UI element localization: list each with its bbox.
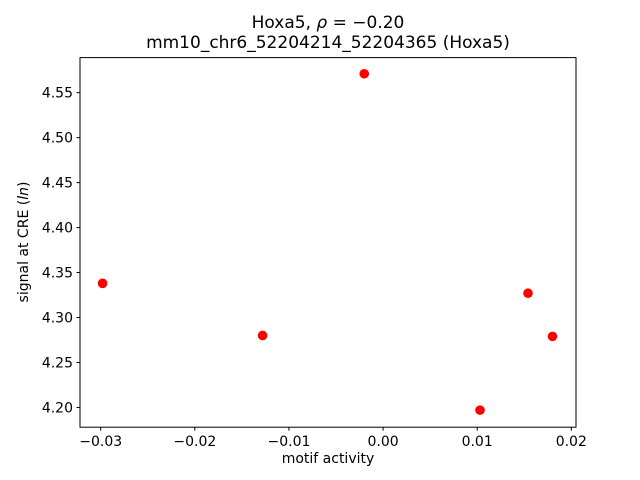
title-gene-prefix: Hoxa5, xyxy=(251,13,317,33)
data-point xyxy=(97,278,108,289)
data-point xyxy=(257,330,268,341)
x-tick-label: 0.02 xyxy=(556,434,587,450)
plot-frame xyxy=(79,57,577,428)
y-tick-label: 4.55 xyxy=(42,86,73,102)
y-tick-label: 4.45 xyxy=(42,176,73,192)
x-tick-label: −0.01 xyxy=(267,434,310,450)
y-label-ln: ln xyxy=(16,187,32,200)
data-point xyxy=(475,405,485,415)
y-tick-label: 4.30 xyxy=(42,310,73,326)
y-tick-label: 4.40 xyxy=(42,221,73,237)
y-tick-label: 4.35 xyxy=(42,266,73,282)
y-label-prefix: signal at CRE ( xyxy=(16,199,32,303)
y-tick-label: 4.20 xyxy=(42,400,73,416)
chart-subtitle: mm10_chr6_52204214_52204365 (Hoxa5) xyxy=(146,33,510,53)
x-tick-label: −0.03 xyxy=(79,434,122,450)
data-point xyxy=(359,68,370,79)
x-tick-label: 0.01 xyxy=(462,434,493,450)
chart-title: Hoxa5, ρ = −0.20 mm10_chr6_52204214_52204… xyxy=(80,13,576,53)
x-tick-label: −0.02 xyxy=(173,434,216,450)
y-tick-label: 4.25 xyxy=(42,355,73,371)
title-rho-value: = −0.20 xyxy=(327,13,405,33)
x-tick-label: 0.00 xyxy=(367,434,398,450)
data-point xyxy=(523,288,533,299)
y-label-suffix: ) xyxy=(16,181,32,188)
x-axis-label: motif activity xyxy=(281,451,375,467)
data-point xyxy=(547,331,558,342)
y-tick-label: 4.50 xyxy=(42,131,73,147)
title-rho-symbol: ρ xyxy=(316,13,328,33)
y-axis-label: signal at CRE (ln) xyxy=(16,182,32,303)
